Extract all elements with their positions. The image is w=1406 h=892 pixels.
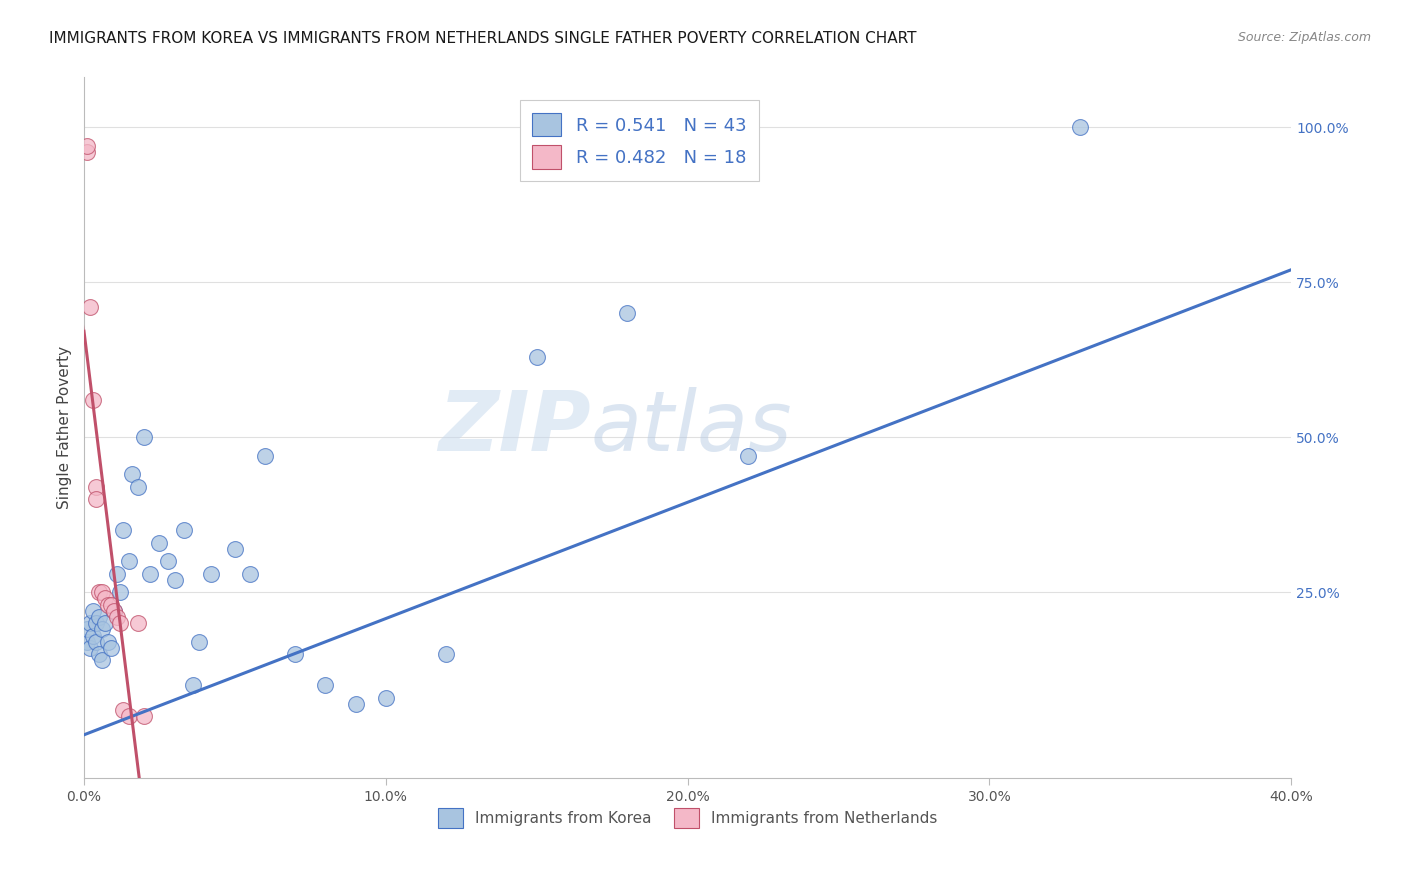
- Point: [82, 604, 104, 618]
- Point: [112, 703, 135, 717]
- Point: [157, 554, 180, 568]
- Point: [134, 709, 156, 723]
- Point: [127, 480, 149, 494]
- Point: [1069, 120, 1091, 134]
- Point: [139, 566, 162, 581]
- Point: [91, 653, 114, 667]
- Point: [374, 690, 396, 705]
- Point: [103, 604, 125, 618]
- Point: [200, 566, 222, 581]
- Point: [103, 604, 125, 618]
- Point: [187, 634, 209, 648]
- Point: [76, 634, 98, 648]
- Text: atlas: atlas: [591, 387, 793, 468]
- Point: [105, 566, 128, 581]
- Point: [84, 616, 107, 631]
- Legend: Immigrants from Korea, Immigrants from Netherlands: Immigrants from Korea, Immigrants from N…: [432, 802, 943, 834]
- Point: [737, 449, 759, 463]
- Point: [127, 616, 149, 631]
- Point: [87, 647, 110, 661]
- Y-axis label: Single Father Poverty: Single Father Poverty: [58, 346, 72, 509]
- Point: [79, 300, 101, 314]
- Point: [118, 554, 141, 568]
- Point: [526, 350, 548, 364]
- Point: [87, 585, 110, 599]
- Point: [76, 623, 98, 637]
- Point: [82, 629, 104, 643]
- Point: [100, 598, 122, 612]
- Point: [284, 647, 307, 661]
- Point: [121, 467, 143, 482]
- Point: [84, 492, 107, 507]
- Point: [87, 610, 110, 624]
- Point: [82, 392, 104, 407]
- Point: [105, 610, 128, 624]
- Point: [112, 523, 135, 537]
- Point: [314, 678, 336, 692]
- Point: [118, 709, 141, 723]
- Text: Source: ZipAtlas.com: Source: ZipAtlas.com: [1237, 31, 1371, 45]
- Point: [76, 138, 98, 153]
- Point: [91, 585, 114, 599]
- Point: [97, 598, 120, 612]
- Point: [134, 430, 156, 444]
- Point: [434, 647, 457, 661]
- Point: [108, 585, 131, 599]
- Point: [163, 573, 186, 587]
- Point: [254, 449, 277, 463]
- Point: [239, 566, 262, 581]
- Point: [224, 541, 246, 556]
- Point: [79, 616, 101, 631]
- Point: [97, 634, 120, 648]
- Point: [148, 535, 170, 549]
- Point: [100, 640, 122, 655]
- Point: [84, 480, 107, 494]
- Point: [76, 145, 98, 159]
- Point: [84, 634, 107, 648]
- Point: [79, 640, 101, 655]
- Point: [108, 616, 131, 631]
- Text: IMMIGRANTS FROM KOREA VS IMMIGRANTS FROM NETHERLANDS SINGLE FATHER POVERTY CORRE: IMMIGRANTS FROM KOREA VS IMMIGRANTS FROM…: [49, 31, 917, 46]
- Point: [181, 678, 204, 692]
- Text: ZIP: ZIP: [439, 387, 591, 468]
- Point: [344, 697, 367, 711]
- Point: [173, 523, 195, 537]
- Point: [616, 306, 638, 320]
- Point: [94, 591, 117, 606]
- Point: [94, 616, 117, 631]
- Point: [91, 623, 114, 637]
